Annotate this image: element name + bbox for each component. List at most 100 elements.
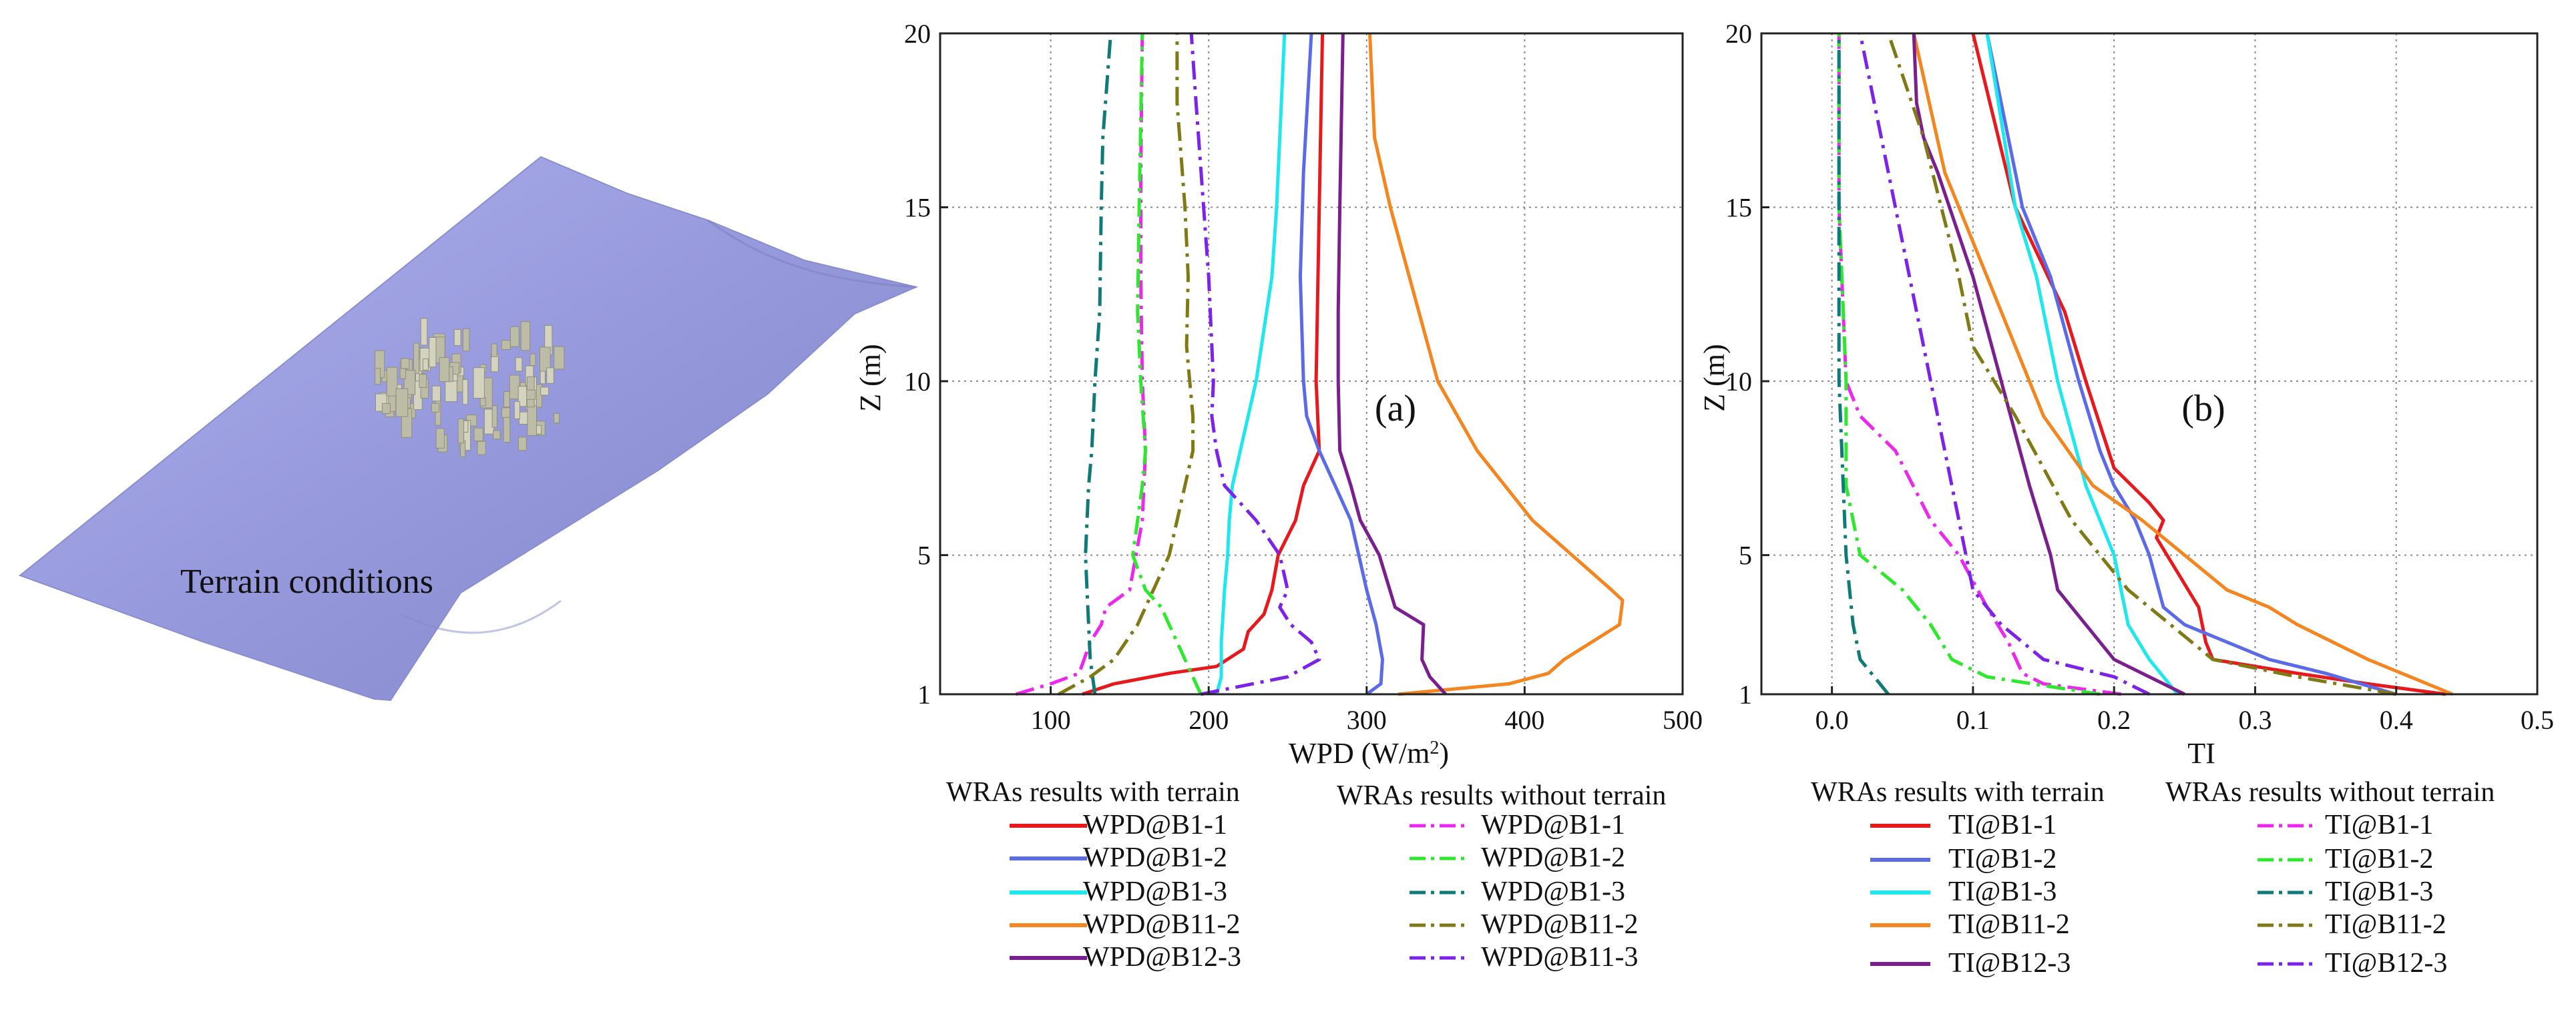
panel-b-ti: (b) Z (m) TI WRAs results with terrain W… — [1698, 19, 2554, 979]
panel-a-series-wpd-b11-2-no-terrain — [1058, 33, 1195, 696]
panel-a-xtick-label: 200 — [1189, 705, 1229, 735]
panel-b-xtick-label: 0.4 — [2380, 705, 2413, 735]
panel-b-label: (b) — [2181, 388, 2225, 429]
building-block — [501, 340, 511, 350]
building-block — [401, 358, 410, 369]
panel-b-legend-label: TI@B12-3 — [1948, 948, 2071, 979]
building-block — [375, 368, 381, 385]
panel-b-xtick-label: 0.3 — [2238, 705, 2272, 735]
building-block — [554, 346, 565, 370]
panel-b-series-ti-b1-2-terrain — [1985, 33, 2397, 696]
building-block — [529, 353, 536, 366]
building-block — [517, 437, 527, 451]
panel-a-legend-label: WPD@B1-1 — [1481, 810, 1625, 840]
building-block — [395, 388, 409, 417]
building-block — [413, 342, 419, 374]
building-block — [503, 391, 510, 408]
panel-b-series-ti-b1-3-terrain — [1985, 33, 2179, 696]
building-block — [477, 441, 486, 455]
panel-b-series-ti-b11-2-terrain — [1912, 33, 2454, 696]
building-block — [422, 358, 429, 370]
building-block — [419, 374, 427, 388]
panel-a-series-wpd-b1-3-no-terrain — [1084, 33, 1112, 695]
terrain-label: Terrain conditions — [180, 563, 433, 601]
building-block — [513, 401, 520, 419]
panel-a-xtick-label: 300 — [1347, 705, 1387, 735]
panel-a-series-wpd-b11-3-no-terrain — [1189, 33, 1321, 696]
panel-b-ylabel: Z (m) — [1698, 344, 1731, 411]
panel-a-wpd: (a) Z (m) WPD (W/m2) WRAs results with t… — [854, 19, 1703, 973]
panel-a-series-wpd-b11-2-terrain — [1368, 33, 1625, 696]
terrain-ridge — [400, 599, 562, 634]
panel-a-xlabel-sup: 2 — [1430, 738, 1439, 758]
panel-b-xtick-label: 0.0 — [1815, 705, 1849, 735]
panel-a-legend-with-title: WRAs results with terrain — [946, 777, 1240, 808]
panel-b-xtick-label: 0.2 — [2097, 705, 2131, 735]
panel-a-legend-label: WPD@B1-3 — [1481, 876, 1625, 907]
building-block — [525, 389, 536, 400]
building-block — [473, 427, 483, 442]
panel-b-legend-label: TI@B1-2 — [2325, 844, 2433, 874]
building-block — [503, 417, 511, 443]
panel-a-ytick-label: 20 — [904, 19, 931, 49]
panel-a-ylabel: Z (m) — [854, 344, 887, 411]
panel-a-ytick-label: 5 — [917, 541, 931, 571]
building-block — [462, 328, 470, 352]
building-block — [431, 385, 441, 402]
panel-a-plot-frame — [939, 32, 1684, 696]
panel-a-legend-label: WPD@B1-1 — [1083, 810, 1227, 840]
building-block — [431, 403, 440, 413]
panel-a-xlabel-end: ) — [1439, 737, 1449, 770]
panel-b-ytick-label: 20 — [1725, 19, 1752, 49]
building-cluster — [375, 318, 565, 457]
panel-a-xlabel-main: WPD (W/m — [1289, 737, 1430, 770]
panel-a-xtick-label: 100 — [1031, 705, 1071, 735]
panel-a-series-wpd-b1-1-no-terrain — [1015, 33, 1148, 696]
building-block — [435, 428, 445, 449]
building-block — [462, 379, 469, 405]
building-block — [439, 357, 450, 383]
terrain-ridge — [707, 219, 917, 288]
building-block — [491, 343, 497, 357]
panel-b-legend-label: TI@B1-2 — [1948, 844, 2057, 874]
panel-a-ytick-label: 15 — [904, 193, 931, 223]
panel-a-legend-label: WPD@B1-2 — [1083, 842, 1227, 873]
building-block — [520, 321, 531, 351]
building-block — [540, 387, 550, 396]
panel-a-xtick-label: 400 — [1504, 705, 1544, 735]
panel-b-xtick-label: 0.1 — [1956, 705, 1990, 735]
panel-b-legend-label: TI@B11-2 — [2325, 909, 2446, 940]
panel-b-legend-label: TI@B12-3 — [2325, 948, 2447, 979]
building-block — [501, 407, 511, 419]
panel-b-legend-label: TI@B1-1 — [2325, 810, 2433, 840]
building-block — [445, 381, 457, 403]
panel-a-series-wpd-b1-3-terrain — [1215, 33, 1287, 695]
panel-a-legend-label: WPD@B11-2 — [1481, 909, 1638, 940]
panel-a-series-wpd-b1-2-terrain — [1298, 33, 1384, 696]
panel-a-label: (a) — [1375, 388, 1416, 429]
building-block — [473, 367, 485, 399]
panel-a-xlabel: WPD (W/m2) — [1289, 737, 1449, 770]
building-block — [491, 405, 498, 428]
building-block — [493, 430, 501, 440]
panel-b-xtick-label: 0.5 — [2521, 705, 2554, 735]
panel-b-ytick-label: 15 — [1725, 193, 1752, 223]
panel-b-ytick-label: 10 — [1725, 366, 1752, 397]
panel-b-legend-with-title: WRAs results with terrain — [1811, 777, 2105, 808]
panel-b-xlabel: TI — [2187, 737, 2215, 770]
building-block — [554, 413, 560, 424]
building-block — [540, 346, 551, 372]
panel-b-series-ti-b12-3-no-terrain — [1858, 33, 2151, 696]
building-block — [386, 366, 398, 397]
building-block — [515, 357, 523, 372]
building-block — [429, 337, 437, 368]
panel-b-legend-label: TI@B1-1 — [1948, 810, 2057, 840]
panel-b-legend-label: TI@B11-2 — [1948, 909, 2070, 940]
panel-b-series-ti-b1-2-no-terrain — [1837, 33, 2101, 696]
panel-a-legend-label: WPD@B12-3 — [1083, 942, 1241, 973]
building-block — [453, 329, 461, 346]
panel-a-series-wpd-b1-1-terrain — [1082, 33, 1325, 696]
panel-a-legend-label: WPD@B11-2 — [1083, 909, 1240, 940]
building-block — [527, 405, 537, 436]
terrain-panel: Terrain conditions — [18, 156, 919, 702]
